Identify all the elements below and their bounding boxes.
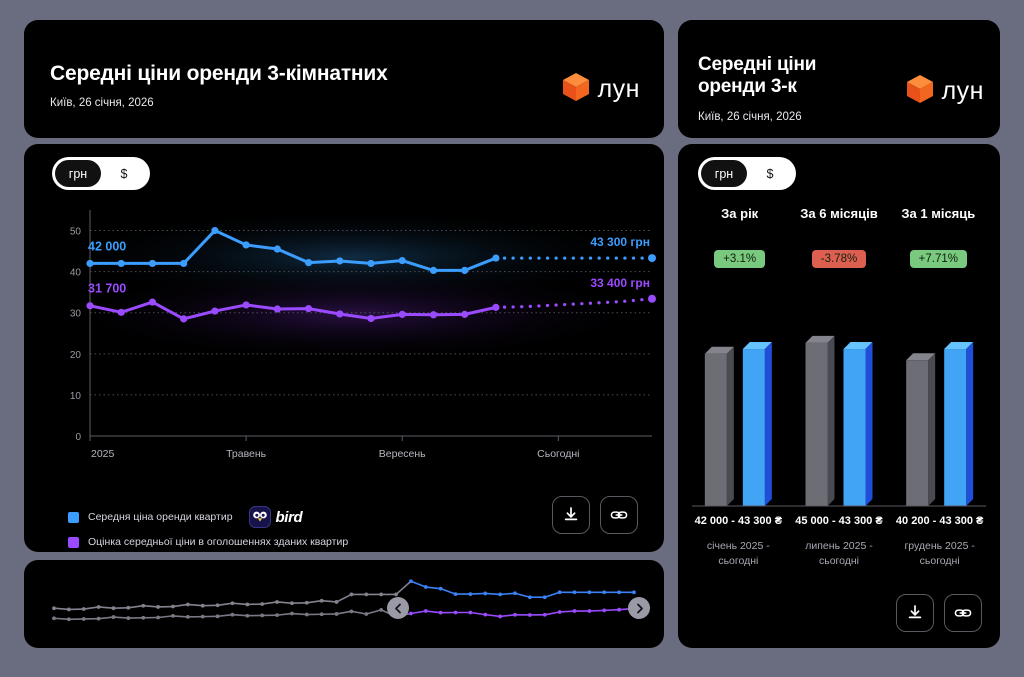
chart-legend: Середня ціна оренди квартир bird Оцінка … xyxy=(68,506,348,556)
legend-swatch-purple xyxy=(68,536,79,548)
legend-label-blue: Середня ціна оренди квартир xyxy=(88,511,233,523)
right-header-card: Середні ціни оренди 3-к Київ, 26 січня, … xyxy=(678,20,1000,138)
svg-text:33 400 грн: 33 400 грн xyxy=(590,276,650,290)
link-icon xyxy=(610,511,628,519)
lun-logo: лун xyxy=(562,72,640,107)
lun-wordmark-right: лун xyxy=(941,77,984,105)
svg-text:43 300 грн: 43 300 грн xyxy=(590,235,650,249)
legend-label-purple: Оцінка середньої ціни в оголошеннях здан… xyxy=(88,536,349,548)
currency-toggle[interactable]: грн $ xyxy=(52,157,150,190)
copy-link-button[interactable] xyxy=(944,594,982,632)
svg-text:Вересень: Вересень xyxy=(379,448,426,460)
download-button[interactable] xyxy=(552,496,590,534)
svg-text:42 000: 42 000 xyxy=(88,239,126,253)
download-icon xyxy=(564,507,578,521)
svg-text:10: 10 xyxy=(70,391,82,402)
orange-cube-icon xyxy=(906,74,934,109)
currency-option-uah[interactable]: грн xyxy=(55,160,101,187)
main-chart-card: грн $ 0 10 20 30 40 50 2025 Травен xyxy=(24,144,664,552)
period-label: грудень 2025 - сьогодні xyxy=(904,539,975,567)
svg-text:50: 50 xyxy=(70,227,82,238)
link-icon xyxy=(954,609,972,617)
right-stats-card: грн $ За рік +3.1% За 6 місяців -3.78% З… xyxy=(678,144,1000,648)
caption-column-6months: 45 000 - 43 300 ₴ липень 2025 - сьогодні xyxy=(789,514,890,568)
bird-logo: bird xyxy=(248,506,303,528)
svg-text:31 700: 31 700 xyxy=(88,282,126,296)
right-page-title: Середні ціни оренди 3-к xyxy=(698,54,817,97)
scrubber-right-handle[interactable] xyxy=(628,597,650,619)
currency-toggle-right[interactable]: грн $ xyxy=(698,157,796,190)
svg-text:20: 20 xyxy=(70,350,82,361)
stat-column-1month: За 1 місяць +7.71% xyxy=(891,206,986,268)
chevron-right-icon xyxy=(636,603,643,613)
scrubber-left-handle[interactable] xyxy=(387,597,409,619)
legend-item-blue: Середня ціна оренди квартир bird xyxy=(68,506,348,528)
value-range: 40 200 - 43 300 ₴ xyxy=(895,515,984,527)
value-range: 45 000 - 43 300 ₴ xyxy=(795,515,883,527)
caption-column-year: 42 000 - 43 300 ₴ січень 2025 - сьогодні xyxy=(688,514,789,568)
period-label: січень 2025 - сьогодні xyxy=(706,539,770,567)
legend-item-purple: Оцінка середньої ціни в оголошеннях здан… xyxy=(68,536,348,548)
bird-owl-icon xyxy=(248,506,271,528)
svg-text:Травень: Травень xyxy=(226,448,267,460)
svg-text:30: 30 xyxy=(70,309,82,320)
right-page-subtitle: Київ, 26 січня, 2026 xyxy=(698,110,802,123)
orange-cube-icon xyxy=(562,72,590,107)
period-label: липень 2025 - сьогодні xyxy=(805,539,873,567)
range-scrubber-card[interactable] xyxy=(24,560,664,648)
currency-option-uah-right[interactable]: грн xyxy=(701,160,747,187)
stat-column-6months: За 6 місяців -3.78% xyxy=(791,206,886,268)
value-range: 42 000 - 43 300 ₴ xyxy=(694,515,783,527)
status-badge: +3.1% xyxy=(714,250,766,268)
svg-text:2025: 2025 xyxy=(91,448,115,460)
svg-text:0: 0 xyxy=(75,432,81,443)
currency-option-usd[interactable]: $ xyxy=(120,166,128,181)
stat-column-year: За рік +3.1% xyxy=(692,206,787,268)
left-actions xyxy=(552,496,638,534)
svg-text:Сьогодні: Сьогодні xyxy=(537,448,579,460)
page-subtitle: Київ, 26 січня, 2026 xyxy=(50,97,154,110)
bar-chart xyxy=(688,320,990,510)
download-icon xyxy=(908,605,922,619)
page-title: Середні ціни оренди 3-кімнатних xyxy=(50,62,388,85)
lun-wordmark: лун xyxy=(597,75,640,103)
currency-option-usd-right[interactable]: $ xyxy=(766,166,774,181)
bird-wordmark: bird xyxy=(275,508,303,526)
caption-column-1month: 40 200 - 43 300 ₴ грудень 2025 - сьогодн… xyxy=(889,514,990,568)
status-badge: +7.71% xyxy=(909,250,967,268)
legend-swatch-blue xyxy=(68,511,79,523)
stat-label: За 1 місяць xyxy=(901,206,976,221)
bar-captions: 42 000 - 43 300 ₴ січень 2025 - сьогодні… xyxy=(688,514,990,568)
copy-link-button[interactable] xyxy=(600,496,638,534)
download-button[interactable] xyxy=(896,594,934,632)
status-badge: -3.78% xyxy=(811,250,867,268)
svg-text:40: 40 xyxy=(70,268,82,279)
left-header-card: Середні ціни оренди 3-кімнатних Київ, 26… xyxy=(24,20,664,138)
chevron-left-icon xyxy=(394,603,401,613)
stat-label: За рік xyxy=(721,206,759,221)
lun-logo-right: лун xyxy=(906,74,984,109)
stat-label: За 6 місяців xyxy=(800,206,878,221)
right-actions xyxy=(896,594,982,632)
stats-grid: За рік +3.1% За 6 місяців -3.78% За 1 мі… xyxy=(692,206,986,268)
line-chart-plot: 0 10 20 30 40 50 2025 Травень Вересень Сьогодні 4… xyxy=(24,202,664,492)
